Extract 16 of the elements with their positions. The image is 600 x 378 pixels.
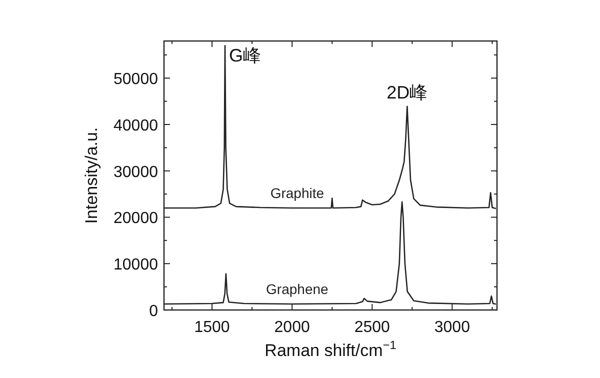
y-tick-label: 0: [149, 303, 158, 320]
y-tick-label: 40000: [114, 117, 158, 134]
y-tick-label: 10000: [114, 256, 158, 274]
x-tick-label: 2500: [354, 319, 390, 336]
series-label: Graphite: [270, 184, 324, 201]
x-tick-label: 3000: [434, 319, 470, 336]
x-tick-label: 2000: [274, 319, 310, 336]
series-label: Graphene: [266, 280, 329, 297]
y-tick-label: 20000: [114, 210, 158, 228]
x-axis-title: Raman shift/cm$^{−1}$: [264, 338, 397, 360]
annotation: 2D峰: [386, 82, 428, 102]
x-tick-label: 1500: [194, 319, 230, 336]
annotation: G峰: [228, 46, 262, 66]
y-tick-label: 30000: [114, 164, 158, 181]
y-axis-title: Intensity/a.u.: [82, 127, 101, 224]
y-tick-label: 50000: [114, 71, 158, 88]
